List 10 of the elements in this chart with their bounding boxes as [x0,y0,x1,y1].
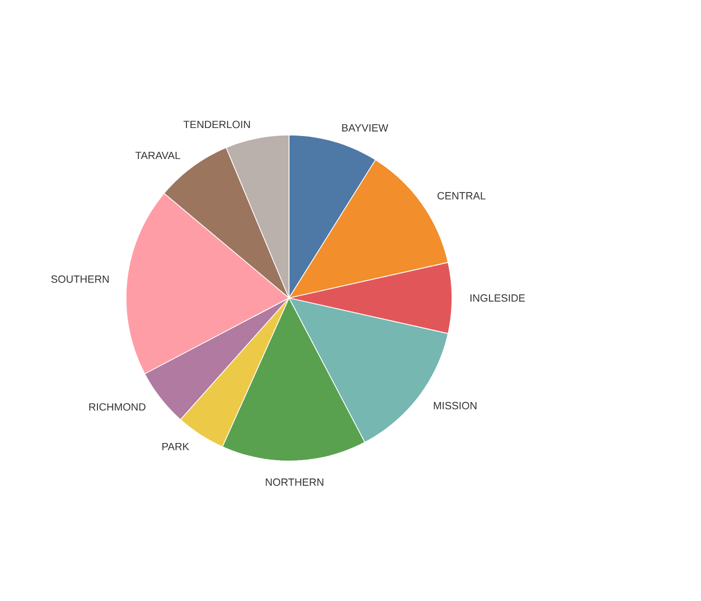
slice-label: MISSION [434,402,476,410]
slice-label: PARK [162,442,190,450]
slice-label: RICHMOND [89,403,146,411]
slice-label: BAYVIEW [342,124,388,132]
slice-label: TENDERLOIN [183,120,250,128]
slice-label: NORTHERN [266,478,324,486]
slice-label: INGLESIDE [470,294,525,302]
slice-label: TARAVAL [135,152,180,160]
slice-label: SOUTHERN [51,275,109,283]
slice-label: CENTRAL [438,192,486,200]
